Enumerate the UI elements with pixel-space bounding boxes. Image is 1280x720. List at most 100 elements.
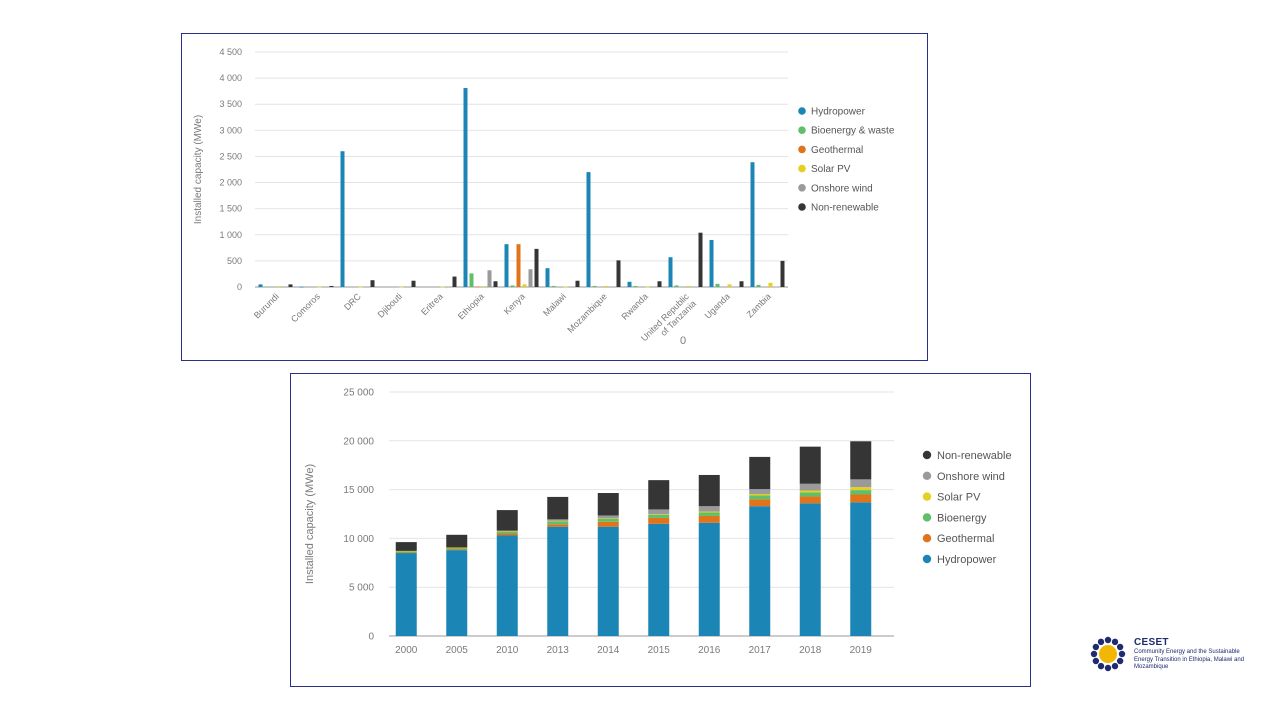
- legend-label: Bioenergy & waste: [811, 126, 895, 137]
- bar-nonrenewable: [411, 280, 416, 287]
- bar-segment-wind: [799, 483, 821, 491]
- bar-segment-wind: [597, 515, 619, 519]
- bar-segment-solar: [850, 487, 872, 491]
- bar-segment-hydropower: [749, 506, 771, 636]
- bar-solar: [276, 286, 281, 288]
- bar-segment-hydropower: [446, 550, 468, 636]
- y-tick-label: 15 000: [343, 485, 374, 496]
- x-tick-label: Burundi: [252, 291, 281, 320]
- bar-segment-nonrenewable: [446, 534, 468, 548]
- legend-label: Hydropower: [937, 554, 997, 566]
- bar-nonrenewable: [780, 260, 785, 287]
- bar-hydropower: [504, 244, 509, 287]
- legend-swatch: [922, 492, 932, 501]
- legend-swatch: [798, 184, 806, 192]
- bar-nonrenewable: [739, 281, 744, 287]
- bar-segment-wind: [547, 519, 569, 521]
- bar-segment-hydropower: [395, 553, 417, 636]
- legend-label: Bioenergy: [937, 512, 987, 524]
- bar-solar: [604, 285, 609, 287]
- bar-solar: [522, 284, 527, 287]
- bar-segment-solar: [749, 493, 771, 496]
- legend-label: Solar PV: [811, 164, 851, 175]
- bar-hydropower: [586, 172, 591, 287]
- bar-segment-hydropower: [597, 526, 619, 636]
- x-tick-label: 2010: [496, 645, 519, 656]
- legend-label: Onshore wind: [811, 183, 873, 194]
- legend-swatch: [798, 107, 806, 115]
- x-tick-label: Zambia: [745, 291, 773, 319]
- logo-subtitle: Community Energy and the Sustainable Ene…: [1134, 649, 1245, 670]
- bar-segment-bioenergy: [799, 492, 821, 497]
- bar-segment-bioenergy: [698, 512, 720, 516]
- bar-solar: [686, 285, 691, 287]
- country-capacity-chart-panel: 0 500 1 000 1 500 2 000 2 500 3 000 3 500 4 000 4…: [181, 33, 928, 361]
- bar-nonrenewable: [288, 284, 293, 287]
- bar-hydropower: [709, 240, 714, 287]
- legend-label: Solar PV: [937, 492, 981, 504]
- bar-segment-bioenergy: [648, 514, 670, 518]
- bar-segment-geothermal: [446, 549, 468, 551]
- bar-segment-bioenergy: [597, 518, 619, 522]
- capacity-by-year-chart: 0 5 000 10 000 15 000 20 000 25 000 Installed …: [304, 388, 1012, 657]
- bar-bioenergy: [510, 285, 515, 287]
- bar-solar: [440, 286, 445, 288]
- legend-label: Non-renewable: [937, 450, 1012, 462]
- bar-hydropower: [463, 88, 468, 288]
- bar-segment-bioenergy: [749, 495, 771, 500]
- bar-segment-nonrenewable: [648, 480, 670, 510]
- bar-nonrenewable: [575, 280, 580, 287]
- bar-segment-geothermal: [496, 533, 518, 536]
- bar-bioenergy: [592, 285, 597, 287]
- logo-title: CESET: [1134, 637, 1169, 648]
- bar-segment-solar: [496, 531, 518, 532]
- bar-segment-hydropower: [698, 522, 720, 636]
- bar-segment-solar: [446, 547, 468, 549]
- x-tick-label: DRC: [342, 291, 363, 312]
- bar-segment-bioenergy: [446, 547, 468, 550]
- bar-bioenergy: [264, 286, 269, 288]
- bar-segment-nonrenewable: [496, 510, 518, 531]
- bar-solar: [563, 286, 568, 288]
- country-capacity-chart: 0 500 1 000 1 500 2 000 2 500 3 000 3 500 4 000 4…: [193, 47, 895, 347]
- legend-label: Onshore wind: [937, 471, 1005, 483]
- ceset-logo: CESET Community Energy and the Sustainab…: [1088, 634, 1248, 680]
- bar-segment-geothermal: [850, 494, 872, 503]
- bar-segment-hydropower: [496, 535, 518, 636]
- x-tick-label: Kenya: [502, 291, 527, 316]
- y-tick-label: 0: [368, 632, 374, 643]
- bar-hydropower: [340, 151, 345, 287]
- bar-segment-solar: [597, 518, 619, 519]
- y-tick-label: 25 000: [343, 388, 374, 399]
- x-tick-label: 2000: [395, 645, 418, 656]
- bar-segment-nonrenewable: [395, 542, 417, 551]
- bar-solar: [358, 286, 363, 288]
- bar-geothermal: [475, 286, 480, 288]
- x-tick-label: 2014: [597, 645, 620, 656]
- y-axis-label: Installed capacity (MWe): [304, 464, 316, 584]
- x-tick-label: Eritrea: [419, 291, 445, 317]
- bar-nonrenewable: [452, 276, 457, 287]
- bar-segment-bioenergy: [496, 531, 518, 534]
- x-tick-label: 2016: [698, 645, 721, 656]
- x-tick-label: 2005: [446, 645, 469, 656]
- legend-swatch: [798, 203, 806, 211]
- bar-nonrenewable: [534, 248, 539, 287]
- y-tick-label: 10 000: [343, 534, 374, 545]
- bar-segment-nonrenewable: [799, 446, 821, 484]
- y-tick-label: 2 500: [219, 151, 242, 161]
- bar-segment-bioenergy: [850, 490, 872, 495]
- y-tick-label: 4 500: [219, 47, 242, 57]
- ceset-logo-icon: [1090, 636, 1126, 672]
- bar-hydropower: [545, 268, 550, 287]
- bar-nonrenewable: [329, 285, 334, 287]
- bar-wind: [528, 269, 533, 287]
- legend-swatch: [922, 450, 932, 460]
- bar-segment-wind: [698, 506, 720, 512]
- bar-segment-geothermal: [749, 499, 771, 507]
- bar-segment-hydropower: [850, 502, 872, 636]
- bar-segment-solar: [547, 520, 569, 522]
- legend-label: Hydropower: [811, 107, 866, 118]
- y-tick-label: 4 000: [219, 73, 242, 83]
